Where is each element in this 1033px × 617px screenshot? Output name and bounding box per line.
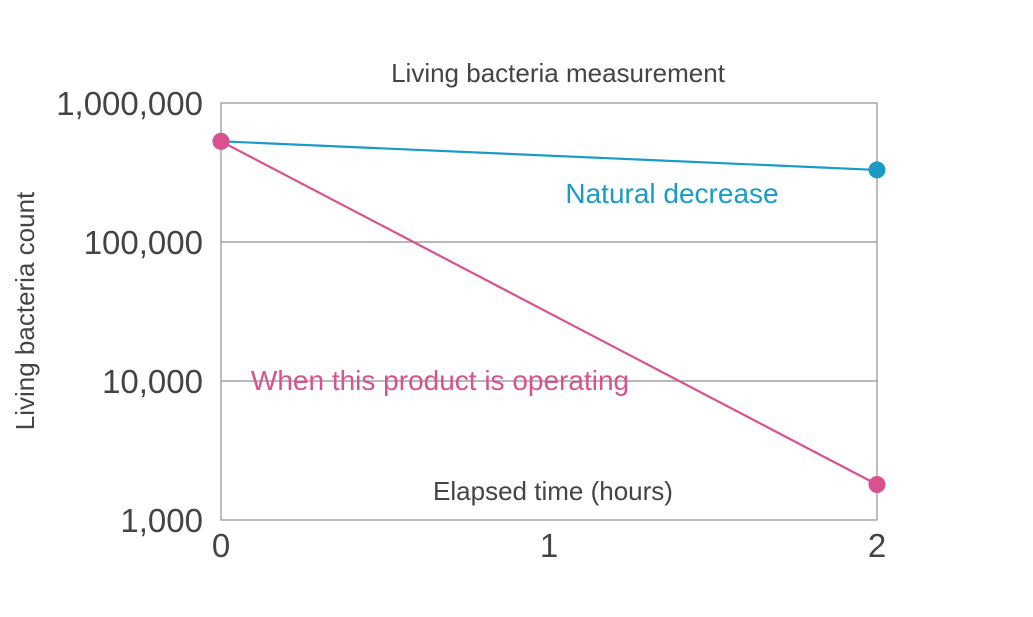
series-label-product-operating: When this product is operating <box>251 365 629 396</box>
x-tick-label: 1 <box>540 527 558 564</box>
series-line <box>220 140 878 172</box>
x-axis-label: Elapsed time (hours) <box>433 476 673 506</box>
y-tick-labels: 1,000 10,000 100,000 1,000,000 <box>56 85 203 539</box>
x-tick-labels: 0 1 2 <box>212 527 886 564</box>
data-point <box>212 132 230 150</box>
y-tick-label: 1,000,000 <box>56 85 203 122</box>
series-layer <box>212 132 886 494</box>
y-axis-label: Living bacteria count <box>10 191 40 430</box>
series-label-natural-decrease: Natural decrease <box>565 178 778 209</box>
data-point <box>868 476 886 494</box>
y-tick-label: 1,000 <box>120 502 203 539</box>
x-tick-label: 2 <box>868 527 886 564</box>
y-tick-label: 100,000 <box>84 224 203 261</box>
grid-layer <box>221 241 877 382</box>
series-line <box>220 140 878 486</box>
data-point <box>868 161 886 179</box>
x-tick-label: 0 <box>212 527 230 564</box>
plot-frame <box>220 102 878 521</box>
chart-title: Living bacteria measurement <box>391 58 726 88</box>
y-tick-label: 10,000 <box>102 363 203 400</box>
